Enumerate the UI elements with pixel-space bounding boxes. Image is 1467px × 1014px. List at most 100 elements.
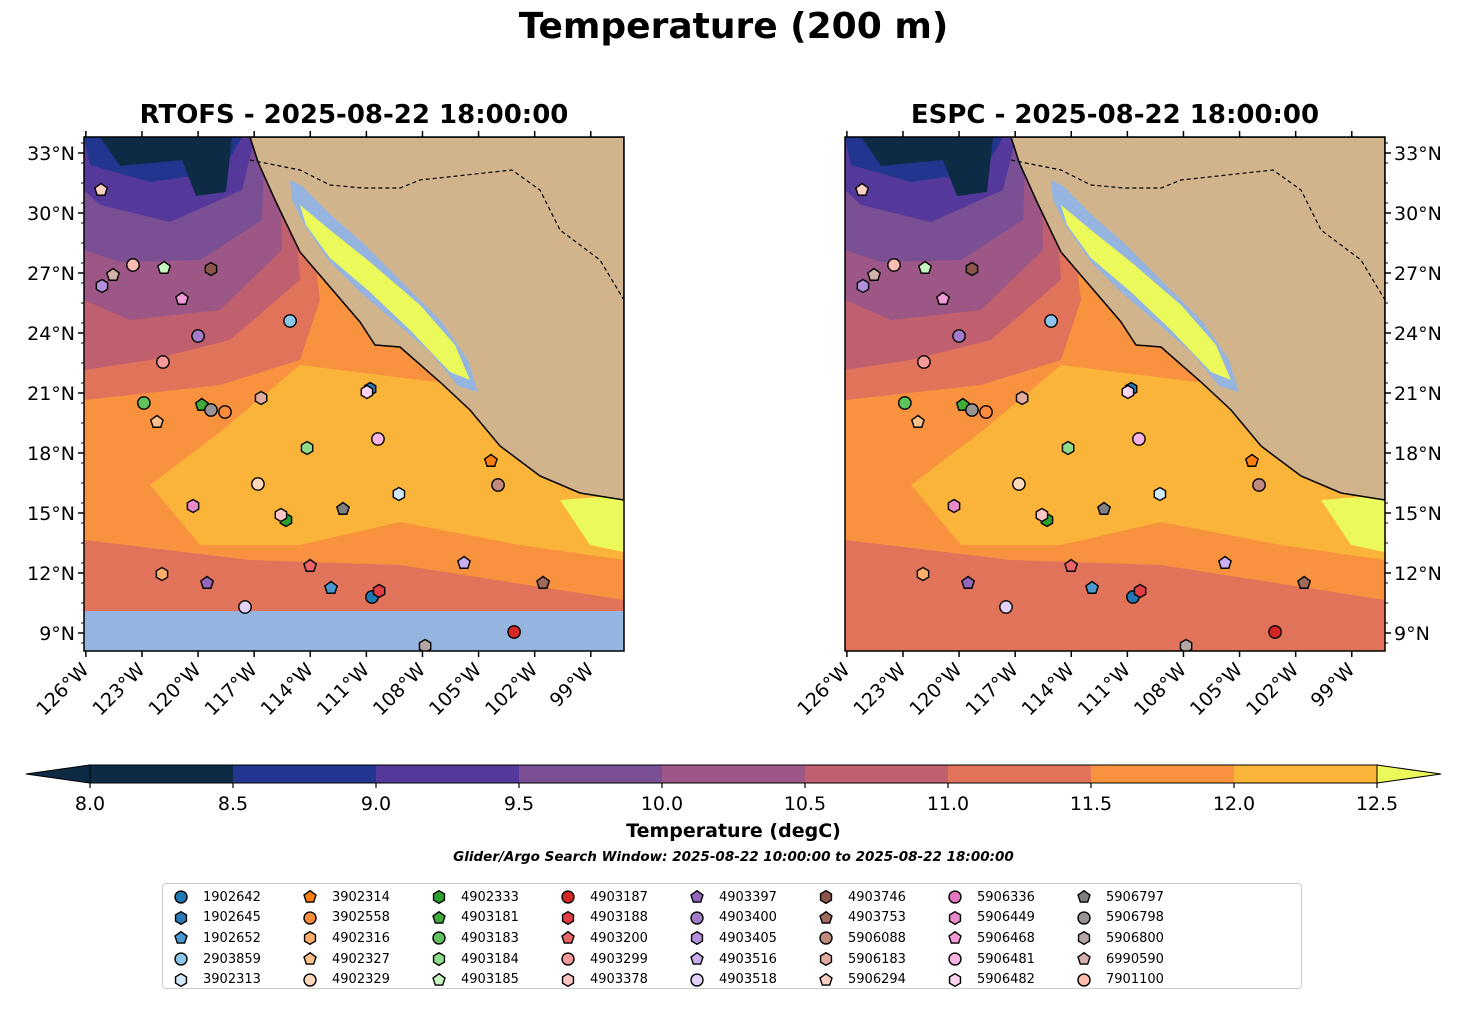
figure-title: Temperature (200 m) <box>518 6 949 47</box>
temperature-field <box>845 137 1385 651</box>
legend-marker <box>690 911 704 925</box>
float-marker-5906183 <box>1015 390 1029 406</box>
legend-item-5906183: 5906183 <box>818 949 947 970</box>
lat-tick-label: 33°N <box>1394 143 1442 165</box>
contour-11.0-south <box>845 540 1385 651</box>
hexagon-marker-icon <box>432 890 446 905</box>
legend-label: 4903187 <box>590 889 648 905</box>
search-window-text: Glider/Argo Search Window: 2025-08-22 10… <box>453 849 1014 865</box>
circle-marker-icon <box>819 931 833 946</box>
contour-12.0 <box>150 365 624 560</box>
legend-item-5906798: 5906798 <box>1076 908 1205 929</box>
pentagon-marker-icon <box>174 931 188 945</box>
pentagon-marker-icon <box>1077 951 1091 965</box>
float-marker-5906294 <box>94 182 109 196</box>
border-line <box>1010 159 1385 301</box>
legend-label: 5906800 <box>1106 930 1164 946</box>
lat-tick-label: 21°N <box>1394 383 1442 405</box>
float-marker-4903746 <box>204 261 218 277</box>
float-marker-2903859 <box>1044 314 1058 328</box>
lat-tick-label: 27°N <box>27 263 75 285</box>
legend-item-6990590: 6990590 <box>1076 949 1205 970</box>
float-marker-5906800 <box>1179 638 1193 651</box>
rtofs-map: 9°N 12°N 15°N 18°N 21°N 24°N 27°N 30°N 33°N 126°W… <box>27 131 625 720</box>
legend-item-1902645: 1902645 <box>173 908 302 929</box>
legend-marker <box>1077 972 1091 987</box>
legend-item-4903746: 4903746 <box>818 887 947 908</box>
legend-marker <box>1077 931 1091 946</box>
legend-marker <box>819 972 833 986</box>
float-marker-4903185 <box>157 260 172 274</box>
float-marker-4903183 <box>136 396 151 410</box>
legend-marker <box>819 890 833 905</box>
lon-tick-label: 114°W <box>1018 659 1079 720</box>
colorbar-tick-label: 11.0 <box>927 793 969 815</box>
lon-tick-label: 99°W <box>546 659 599 712</box>
legend-label: 5906183 <box>848 951 906 967</box>
pentagon-marker-icon <box>432 972 446 986</box>
pentagon-marker-icon <box>819 972 833 986</box>
hexagon-marker-icon <box>174 910 188 925</box>
lat-tick-label: 27°N <box>1394 263 1442 285</box>
circle-marker-icon <box>432 931 446 946</box>
legend-marker <box>174 890 188 904</box>
colorbar-over-extension <box>1376 764 1442 784</box>
float-marker-1902652 <box>324 580 339 594</box>
float-marker-6990590 <box>866 267 881 281</box>
legend-label: 5906798 <box>1106 910 1164 926</box>
lat-tick-label: 33°N <box>27 143 75 165</box>
lat-tick-label: 24°N <box>27 323 75 345</box>
contour-8.0 <box>861 137 993 196</box>
lat-tick-label: 15°N <box>27 503 75 525</box>
legend-marker <box>432 910 446 924</box>
gulf-warm-water <box>1061 205 1231 380</box>
legend-label: 4903183 <box>461 930 519 946</box>
float-marker-2903859 <box>283 314 297 328</box>
legend-marker <box>303 911 317 925</box>
float-marker-5906481 <box>1132 432 1146 446</box>
float-marker-5906797 <box>1096 501 1112 515</box>
pentagon-marker-icon <box>432 910 446 924</box>
circle-marker-icon <box>174 890 188 904</box>
float-marker-4903518 <box>238 600 252 614</box>
colorbar-segment <box>519 765 662 783</box>
lat-tick-label: 15°N <box>1394 503 1442 525</box>
gulf-warm-water <box>300 205 470 380</box>
float-marker-4903187 <box>507 625 521 639</box>
float-marker-5906482 <box>1121 384 1135 400</box>
contour-8.0 <box>100 137 232 196</box>
float-marker-4903378 <box>1035 507 1049 523</box>
maps-and-colorbar: 9°N 12°N 15°N 18°N 21°N 24°N 27°N 30°N 33°N 126°W… <box>25 131 1442 815</box>
legend-label: 4903753 <box>848 910 906 926</box>
legend-marker <box>303 951 317 965</box>
legend-item-4903753: 4903753 <box>818 908 947 929</box>
colorbar-tick-label: 8.0 <box>75 793 105 815</box>
float-marker-4902316 <box>916 566 930 582</box>
pentagon-marker-icon <box>561 931 575 945</box>
circle-marker-icon <box>561 890 575 904</box>
legend-item-5906468: 5906468 <box>947 928 1076 949</box>
legend-marker <box>819 951 833 967</box>
legend-label: 3902314 <box>332 889 390 905</box>
float-marker-4903187 <box>1268 625 1282 639</box>
legend-marker <box>1077 890 1091 904</box>
circle-marker-icon <box>1077 911 1091 925</box>
legend-marker <box>174 931 188 945</box>
circle-marker-icon <box>948 952 962 966</box>
legend-label: 4903184 <box>461 951 519 967</box>
lat-tick-label: 30°N <box>1394 203 1442 225</box>
lat-tick-label: 30°N <box>27 203 75 225</box>
legend-marker <box>561 910 575 925</box>
legend-marker <box>948 972 962 987</box>
hexagon-marker-icon <box>819 890 833 905</box>
circle-marker-icon <box>303 972 317 987</box>
legend-marker <box>1077 911 1091 925</box>
legend-item-5906449: 5906449 <box>947 908 1076 929</box>
legend-marker <box>561 890 575 904</box>
legend-label: 4902333 <box>461 889 519 905</box>
legend-label: 4903397 <box>719 889 777 905</box>
colorbar-label: Temperature (degC) <box>626 820 841 842</box>
float-marker-4903746 <box>965 261 979 277</box>
legend-label: 4903200 <box>590 930 648 946</box>
lat-tick-label: 21°N <box>27 383 75 405</box>
